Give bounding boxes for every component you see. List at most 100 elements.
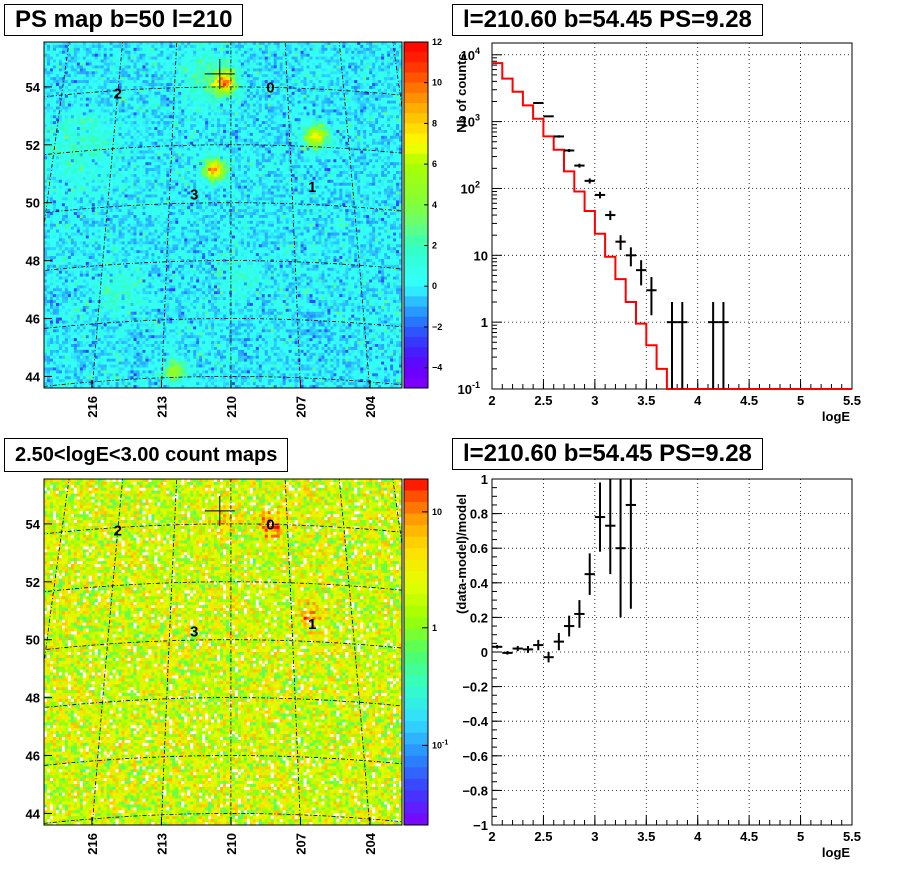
residual-title: l=210.60 b=54.45 PS=9.28 (452, 438, 763, 470)
ytick-label: −0.2 (462, 680, 488, 695)
ps-map-lon-line (284, 42, 301, 388)
ps-map-lat-line (44, 375, 402, 387)
region-label-0: 0 (266, 516, 274, 533)
colorbar-cell (404, 698, 428, 711)
count-map-xtick-label: 216 (85, 833, 100, 855)
data-point (574, 163, 585, 168)
colorbar-cell (404, 640, 428, 653)
colorbar-cell (404, 133, 428, 145)
ps-colorbar: 12 10 8 6 4 2 0 −2 −4 (403, 37, 442, 389)
region-label-1: 1 (308, 179, 316, 196)
xtick-label: 3.5 (637, 393, 655, 408)
colorbar-cell (404, 215, 428, 226)
ytick-label: −0.6 (462, 749, 488, 764)
region-label-2: 2 (114, 522, 122, 539)
colorbar-cell (404, 286, 428, 297)
count-map-plot: 44 46 48 50 52 54 216 213 210 207 204 0 1 2 3 (16, 466, 446, 855)
data-point (605, 210, 616, 221)
ytick-label: 0.2 (470, 610, 488, 625)
xtick-label: 3 (591, 829, 598, 844)
ps-map-xtick-label: 204 (363, 395, 378, 417)
count-map-title: 2.50<logE<3.00 count maps (4, 438, 289, 472)
xtick-label: 3 (591, 393, 598, 408)
residual-point (584, 553, 595, 595)
colorbar-cell (404, 123, 428, 135)
ps-map-xtick-label: 207 (293, 396, 308, 418)
colorbar-cell (404, 686, 428, 699)
colorbar-cell (404, 755, 428, 768)
count-map-lon-line (284, 479, 301, 825)
colorbar-cell (404, 605, 428, 618)
xtick-label: 2 (488, 829, 495, 844)
colorbar-cell (404, 113, 428, 124)
ytick-label: 102 (461, 179, 480, 196)
xtick-label: 2 (488, 393, 495, 408)
colorbar-cell (404, 42, 428, 53)
xtick-label: 2.5 (534, 393, 552, 408)
count-map-lat-line (44, 581, 402, 593)
colorbar-cell (404, 548, 428, 561)
data-point (615, 235, 626, 251)
count-map-lat-line (16, 466, 446, 479)
region-label-0: 0 (266, 79, 274, 96)
colorbar-cell (404, 204, 428, 216)
count-map-lon-line (392, 479, 402, 548)
data-point (533, 101, 544, 104)
x-axis-label: logE (822, 845, 850, 860)
ps-map-ytick-label: 52 (26, 138, 40, 153)
colorbar-cell (404, 490, 428, 503)
count-map-lon-line (44, 479, 70, 667)
xtick-label: 2.5 (534, 829, 552, 844)
ytick-label: 0.8 (470, 507, 488, 522)
ytick-label: 0 (481, 645, 488, 660)
colorbar-frame (403, 41, 429, 389)
colorbar-cell (404, 479, 428, 492)
colorbar-cell (404, 663, 428, 676)
colorbar-cell (404, 801, 428, 814)
colorbar-cell (404, 502, 428, 515)
colorbar-cell (404, 82, 428, 94)
colorbar-cell (404, 245, 428, 257)
count-map-xtick-label: 210 (224, 833, 239, 855)
ps-map-lon-line (161, 42, 178, 388)
data-point (718, 302, 729, 389)
colorbar-cell (404, 174, 428, 185)
data-point (677, 302, 688, 389)
colorbar-cell (404, 628, 428, 641)
ytick-label: 104 (461, 46, 480, 63)
residual-plot: 2 2.5 3 3.5 4 4.5 5 5.5 1 0.8 0.6 0.4 0.2 0 −0.2 −0.4 −0… (454, 472, 861, 860)
count-map-ytick-label: 46 (26, 749, 40, 764)
colorbar-cell (404, 744, 428, 757)
residual-point (553, 632, 564, 651)
colorbar-cell (404, 652, 428, 665)
ps-map-xtick-label: 210 (224, 396, 239, 418)
colorbar-cell (404, 52, 428, 63)
count-map-lon-line (338, 479, 371, 825)
data-point (553, 135, 564, 138)
colorbar-cell (404, 357, 428, 369)
colorbar-cell (404, 513, 428, 526)
colorbar-cell (404, 767, 428, 780)
colorbar-cell (404, 184, 428, 196)
residual-point (502, 651, 513, 655)
count-map-xtick-label: 213 (154, 833, 169, 855)
xtick-label: 4.5 (740, 393, 758, 408)
data-point (646, 277, 657, 316)
residual-point (492, 645, 503, 649)
ytick-label: 1 (481, 315, 488, 330)
x-axis-label: logE (822, 409, 850, 424)
colorbar-cell (404, 732, 428, 745)
count-map-graticule (16, 466, 446, 825)
colorbar-cell (404, 194, 428, 206)
ytick-label: 10-1 (458, 380, 480, 397)
colorbar-cell (404, 265, 428, 277)
count-map-lat-line (44, 639, 402, 651)
colorbar-tick-label: 10 (432, 78, 442, 88)
data-point (584, 178, 595, 184)
ytick-label: 10 (474, 248, 488, 263)
residual-point (625, 479, 636, 609)
colorbar-cell (404, 276, 428, 287)
count-map-ytick-label: 52 (26, 575, 40, 590)
